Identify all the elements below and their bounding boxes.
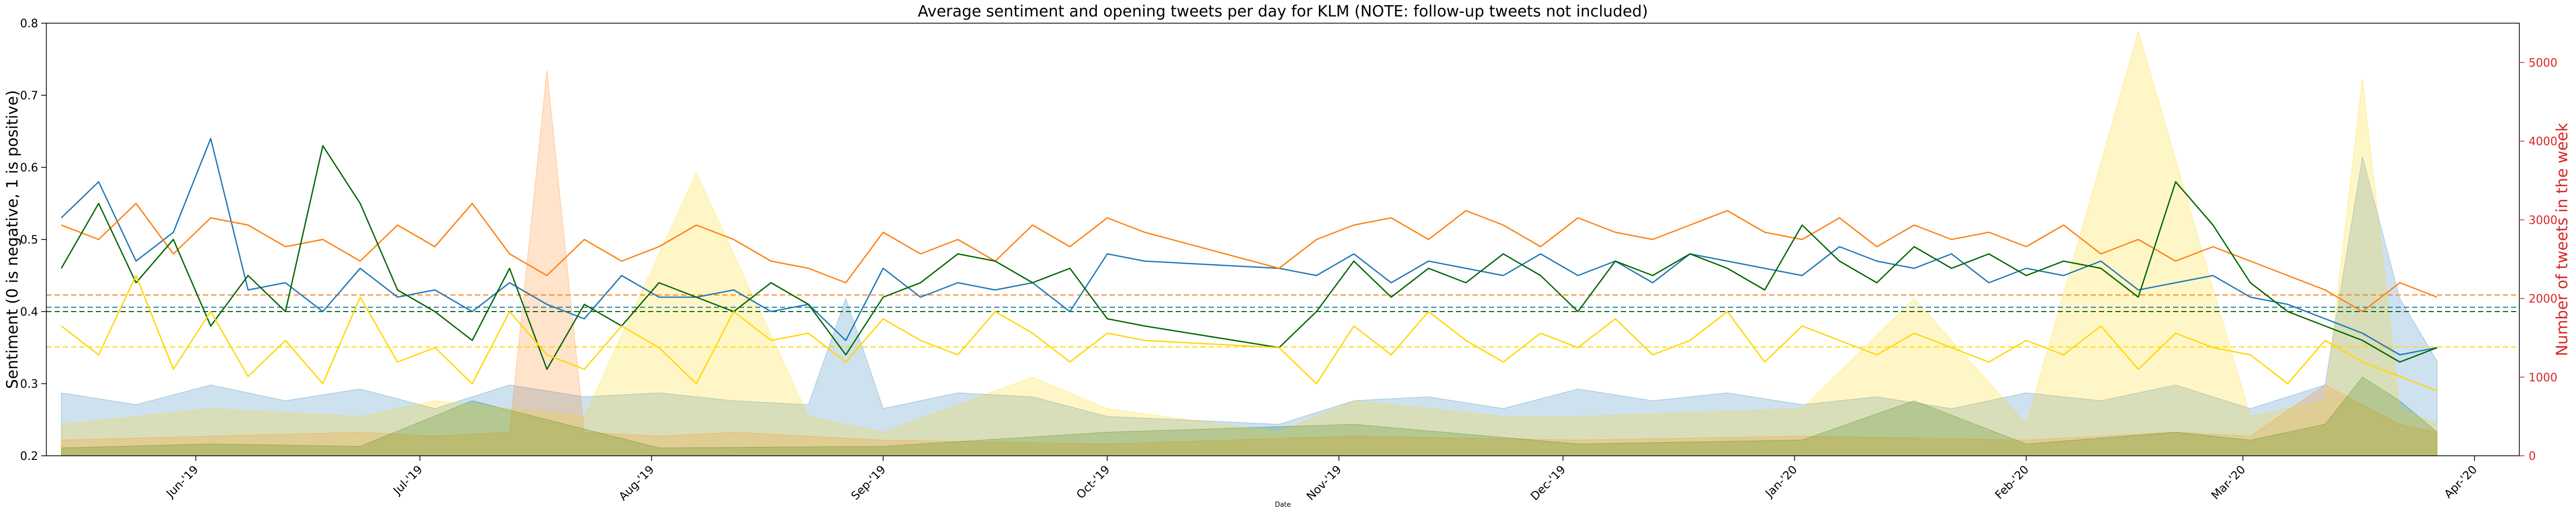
tweet-volume-area-3 (61, 30, 2437, 456)
x-tick-label: Feb-'20 (1993, 464, 2031, 502)
x-tick-label: Mar-'20 (2209, 464, 2248, 503)
x-tick-label: Sep-'19 (849, 464, 889, 503)
y-axis-right-label: Number of tweets in the week (2553, 123, 2571, 356)
y-left-tick-label: 0.7 (20, 90, 38, 102)
x-axis-label: Date (1275, 501, 1291, 509)
tweet-volume-area-1 (61, 70, 2437, 456)
y-left-tick-label: 0.5 (20, 234, 38, 247)
sentiment-lines (60, 138, 2437, 392)
tweet-volume-area-0 (61, 157, 2437, 456)
y-right-tick-label: 1000 (2529, 371, 2557, 384)
x-tick-label: Apr-'20 (2442, 464, 2480, 501)
x-tick-label: Jun-'19 (163, 464, 201, 501)
y-right-tick-label: 3000 (2529, 214, 2557, 227)
sentiment-line-3 (61, 274, 2437, 392)
y-left-tick-label: 0.4 (20, 306, 38, 319)
y-left-tick-label: 0.8 (20, 18, 38, 30)
sentiment-line-0 (61, 138, 2437, 356)
x-tick-label: Jan-'20 (1762, 464, 1800, 501)
tweet-volume-area-2 (61, 376, 2437, 456)
y-axis-left-label: Sentiment (0 is negative, 1 is positive) (4, 90, 22, 389)
tweet-volume-areas (61, 30, 2437, 456)
y-right-tick-label: 5000 (2529, 57, 2557, 70)
x-tick-label: Jul-'19 (391, 464, 426, 499)
y-left-tick-label: 0.2 (20, 450, 38, 463)
y-left-tick-label: 0.3 (20, 378, 38, 391)
mean-lines (46, 294, 2519, 348)
sentiment-line-1 (61, 202, 2437, 313)
y-right-tick-label: 4000 (2529, 135, 2557, 148)
y-right-tick-label: 2000 (2529, 293, 2557, 306)
x-tick-label: Aug-'19 (617, 464, 657, 504)
x-tick-label: Dec-'19 (1529, 464, 1568, 503)
sentiment-line-2 (60, 145, 2437, 370)
y-right-tick-label: 0 (2529, 450, 2536, 463)
chart-title: Average sentiment and opening tweets per… (918, 3, 1648, 21)
x-tick-label: Oct-'19 (1074, 464, 1112, 502)
y-left-tick-label: 0.6 (20, 162, 38, 175)
x-tick-label: Nov-'19 (1304, 464, 1344, 503)
